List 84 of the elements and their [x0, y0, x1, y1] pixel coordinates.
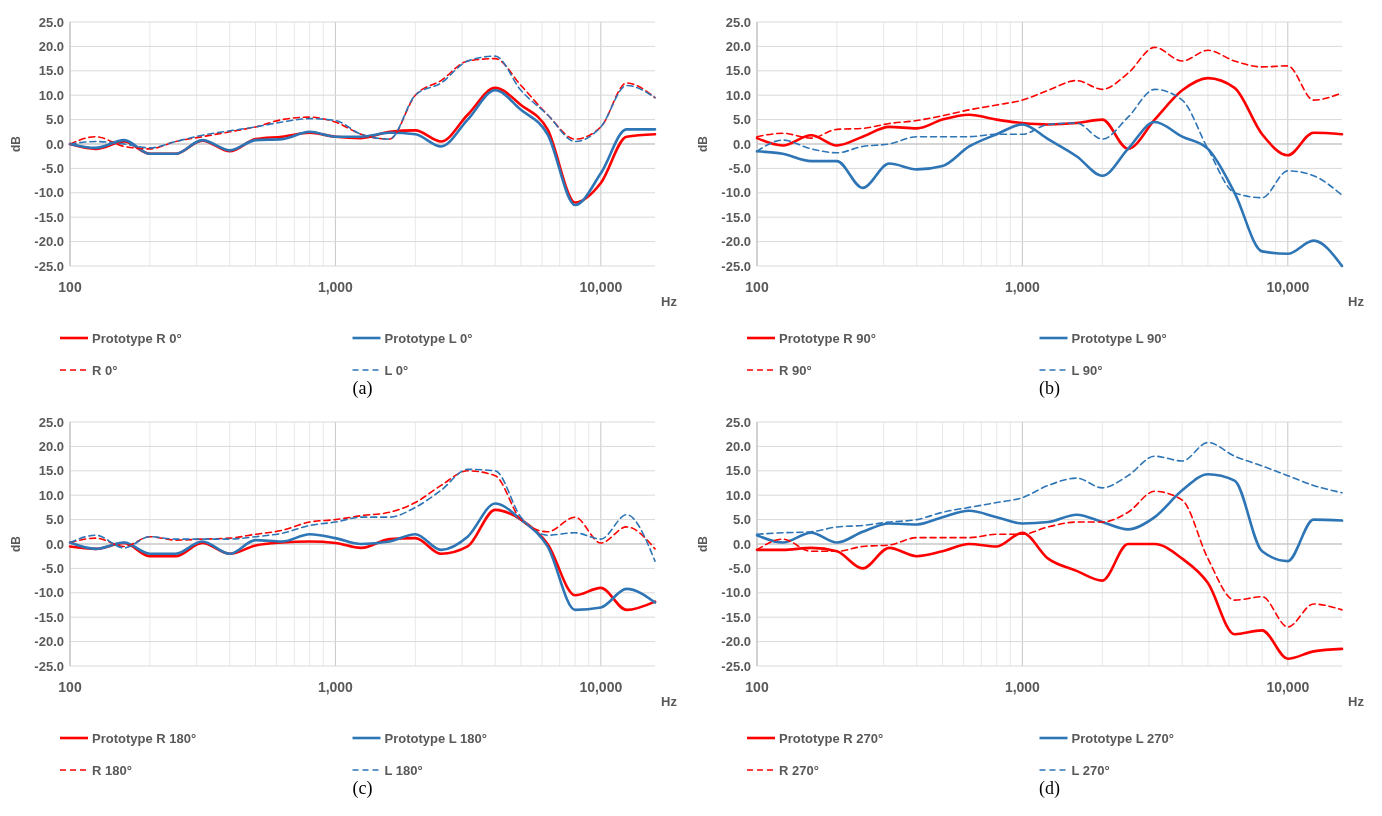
legend-label: Prototype R 0°: [92, 330, 182, 346]
y-tick-label: -25.0: [721, 258, 751, 274]
y-tick-label: 5.0: [732, 112, 751, 128]
y-tick-label: 20.0: [725, 38, 751, 54]
legend-label: Prototype R 270°: [779, 730, 884, 746]
legend-label: L 90°: [1071, 362, 1103, 378]
x-axis-title: Hz: [661, 694, 678, 709]
x-tick-label: 10,000: [1266, 279, 1310, 295]
x-tick-label: 100: [58, 279, 82, 295]
y-tick-label: -10.0: [721, 585, 751, 601]
y-tick-label: -20.0: [721, 234, 751, 250]
y-tick-label: 20.0: [38, 438, 64, 454]
y-axis-title: dB: [696, 535, 710, 552]
text: (c): [352, 778, 373, 799]
legend-label: R 270°: [779, 762, 819, 778]
x-tick-label: 10,000: [1266, 679, 1310, 695]
y-tick-label: 10.0: [38, 487, 64, 503]
legend-label: Prototype L 270°: [1071, 730, 1174, 746]
y-tick-label: -20.0: [721, 634, 751, 650]
legend-label: R 90°: [779, 362, 812, 378]
y-tick-label: -10.0: [721, 185, 751, 201]
y-tick-label: -5.0: [728, 560, 751, 576]
y-tick-label: 15.0: [38, 463, 64, 479]
legend-label: Prototype R 180°: [92, 730, 197, 746]
legend-label: R 180°: [92, 762, 132, 778]
y-tick-label: -25.0: [721, 658, 751, 674]
legend-label: L 180°: [384, 762, 423, 778]
y-tick-label: 25.0: [725, 414, 751, 430]
y-tick-label: -10.0: [34, 585, 64, 601]
text: (d): [1039, 778, 1060, 799]
legend-label: R 0°: [92, 362, 118, 378]
legend-label: L 270°: [1071, 762, 1110, 778]
y-tick-label: -15.0: [721, 209, 751, 225]
x-tick-label: 1,000: [317, 279, 354, 295]
y-tick-label: 20.0: [725, 438, 751, 454]
y-tick-label: 10.0: [38, 87, 64, 103]
x-axis-title: Hz: [1348, 694, 1365, 709]
x-tick-label: 1,000: [1004, 279, 1041, 295]
y-tick-label: 15.0: [38, 63, 64, 79]
text: (b): [1039, 378, 1060, 399]
y-tick-label: 15.0: [725, 463, 751, 479]
y-axis-title: dB: [9, 535, 23, 552]
y-tick-label: -5.0: [728, 160, 751, 176]
x-tick-label: 1,000: [1004, 679, 1041, 695]
y-tick-label: 25.0: [38, 414, 64, 430]
x-axis-title: Hz: [661, 294, 678, 309]
legend-label: Prototype L 180°: [384, 730, 487, 746]
y-tick-label: -15.0: [34, 209, 64, 225]
y-tick-label: -25.0: [34, 258, 64, 274]
y-tick-label: 5.0: [45, 512, 64, 528]
legend-label: Prototype L 0°: [384, 330, 473, 346]
x-tick-label: 1,000: [317, 679, 354, 695]
y-tick-label: 10.0: [725, 487, 751, 503]
y-tick-label: -10.0: [34, 185, 64, 201]
y-tick-label: -15.0: [721, 609, 751, 625]
text: (a): [352, 378, 373, 399]
y-tick-label: 0.0: [45, 136, 64, 152]
x-axis-title: Hz: [1348, 294, 1365, 309]
y-axis-title: dB: [9, 135, 23, 152]
x-tick-label: 100: [58, 679, 82, 695]
y-tick-label: 0.0: [732, 136, 751, 152]
y-tick-label: 15.0: [725, 63, 751, 79]
x-tick-label: 10,000: [579, 679, 623, 695]
y-tick-label: 25.0: [38, 14, 64, 30]
y-tick-label: -20.0: [34, 234, 64, 250]
y-axis-title: dB: [696, 135, 710, 152]
y-tick-label: -5.0: [41, 160, 64, 176]
y-tick-label: -5.0: [41, 560, 64, 576]
legend-label: Prototype L 90°: [1071, 330, 1167, 346]
x-tick-label: 100: [745, 679, 769, 695]
legend-label: Prototype R 90°: [779, 330, 876, 346]
y-tick-label: 0.0: [45, 536, 64, 552]
y-tick-label: 0.0: [732, 536, 751, 552]
y-tick-label: -20.0: [34, 634, 64, 650]
y-tick-label: 10.0: [725, 87, 751, 103]
x-tick-label: 100: [745, 279, 769, 295]
y-tick-label: 20.0: [38, 38, 64, 54]
y-tick-label: -25.0: [34, 658, 64, 674]
legend-label: L 0°: [384, 362, 409, 378]
x-tick-label: 10,000: [579, 279, 623, 295]
y-tick-label: 5.0: [45, 112, 64, 128]
y-tick-label: -15.0: [34, 609, 64, 625]
y-tick-label: 5.0: [732, 512, 751, 528]
y-tick-label: 25.0: [725, 14, 751, 30]
